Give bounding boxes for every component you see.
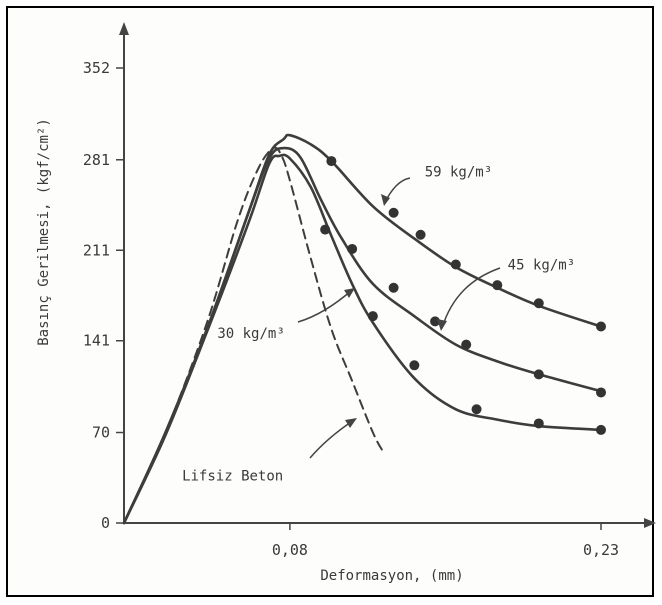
y-tick-label: 70: [92, 424, 110, 442]
series-1-point: [450, 259, 461, 270]
series-label-2: 45 kg/m³: [508, 258, 575, 274]
x-tick-label: 0,08: [272, 541, 308, 559]
callout-45-arrow: [441, 267, 501, 329]
x-axis-label: Deformasyon, (mm): [320, 568, 463, 584]
series-3-point: [596, 424, 606, 435]
series-1-point: [533, 298, 544, 309]
series-3-point: [367, 311, 378, 322]
series-2-point: [596, 387, 606, 398]
axes: [119, 22, 656, 528]
series-1-point: [326, 156, 337, 167]
series-line-3: [122, 153, 603, 525]
series-3-point: [409, 360, 420, 371]
series-1-point: [596, 321, 606, 332]
series-1-point: [492, 280, 503, 291]
figure-frame: [6, 6, 654, 597]
series-1-point: [388, 207, 399, 218]
series-line-1: [122, 133, 603, 525]
y-axis-arrow-icon: [119, 22, 129, 35]
series-3-point: [533, 418, 544, 429]
series-2-point: [320, 224, 331, 235]
series-line-4: [123, 146, 385, 524]
x-tick-label: 0,23: [583, 541, 619, 559]
series-2-point: [347, 243, 358, 254]
callout-30-arrowhead: [344, 288, 355, 298]
callout-45-arrowhead: [437, 319, 447, 331]
series-2-point: [461, 339, 472, 350]
y-tick-label: 352: [83, 59, 110, 77]
series-3-point: [471, 404, 482, 415]
callout-lifsiz-arrow: [309, 419, 355, 459]
x-axis-arrow-icon: [644, 518, 656, 528]
y-tick-label: 0: [101, 514, 110, 532]
series-2-point: [388, 282, 399, 293]
y-axis-label: Basınç Gerilmesi, (kgf/cm²): [36, 118, 52, 346]
y-tick-label: 141: [83, 332, 110, 350]
series-label-4: Lifsiz Beton: [182, 468, 283, 484]
series-label-1: 59 kg/m³: [425, 165, 492, 181]
y-tick-label: 211: [83, 241, 110, 259]
callout-59-arrowhead: [381, 194, 390, 206]
series-label-3: 30 kg/m³: [217, 326, 284, 342]
callout-lifsiz-arrowhead: [345, 418, 357, 428]
series-line-2: [122, 146, 603, 525]
series-1-point: [415, 229, 426, 240]
label-callouts: [297, 177, 501, 459]
y-tick-label: 281: [83, 151, 110, 169]
series-2-point: [430, 316, 441, 327]
series-2-point: [533, 369, 544, 380]
